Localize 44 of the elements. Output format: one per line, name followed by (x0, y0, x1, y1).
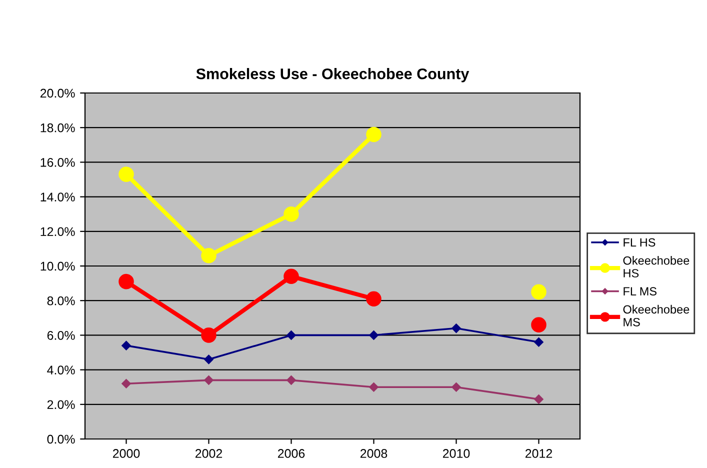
point (284, 206, 299, 222)
y-tick-label: 14.0% (40, 192, 75, 202)
x-tick-label: 2002 (195, 449, 222, 458)
point (366, 291, 382, 307)
x-tick-label: 2006 (278, 449, 305, 458)
point (286, 330, 296, 340)
y-tick-label: 0.0% (47, 434, 75, 444)
x-tick-label: 2008 (360, 449, 388, 458)
y-tick-label: 18.0% (40, 123, 75, 132)
x-tick-label: 2012 (525, 449, 552, 458)
legend-label: Okeechobee HS (623, 256, 690, 278)
legend-label: FL MS (624, 287, 657, 296)
x-tick-label: 2010 (442, 449, 470, 458)
chart-title: Smokeless Use - Okeechobee County (196, 68, 470, 82)
y-tick-label: 4.0% (47, 366, 75, 374)
point (201, 248, 216, 264)
point (369, 382, 378, 392)
legend-label: Okeechobee MS (623, 304, 690, 326)
y-tick-label: 16.0% (40, 158, 75, 167)
point (531, 284, 546, 300)
point (204, 354, 214, 364)
y-tick-label: 2.0% (47, 400, 75, 410)
point (286, 376, 296, 385)
point (452, 324, 461, 333)
point (122, 340, 131, 350)
point (369, 330, 378, 340)
y-tick-label: 10.0% (40, 262, 75, 271)
point (366, 126, 382, 142)
point (204, 376, 214, 385)
point (118, 166, 134, 182)
legend-label: FL HS (624, 238, 656, 247)
point (531, 317, 546, 332)
y-tick-label: 6.0% (47, 331, 75, 340)
point (452, 382, 461, 392)
y-tick-label: 8.0% (47, 296, 75, 306)
point (534, 337, 544, 347)
point (284, 268, 299, 284)
y-tick-label: 12.0% (40, 227, 75, 236)
y-tick-label: 20.0% (40, 88, 75, 98)
x-tick-label: 2000 (112, 449, 140, 458)
point (201, 328, 216, 343)
point (534, 394, 544, 404)
point (118, 274, 134, 290)
point (122, 379, 131, 388)
